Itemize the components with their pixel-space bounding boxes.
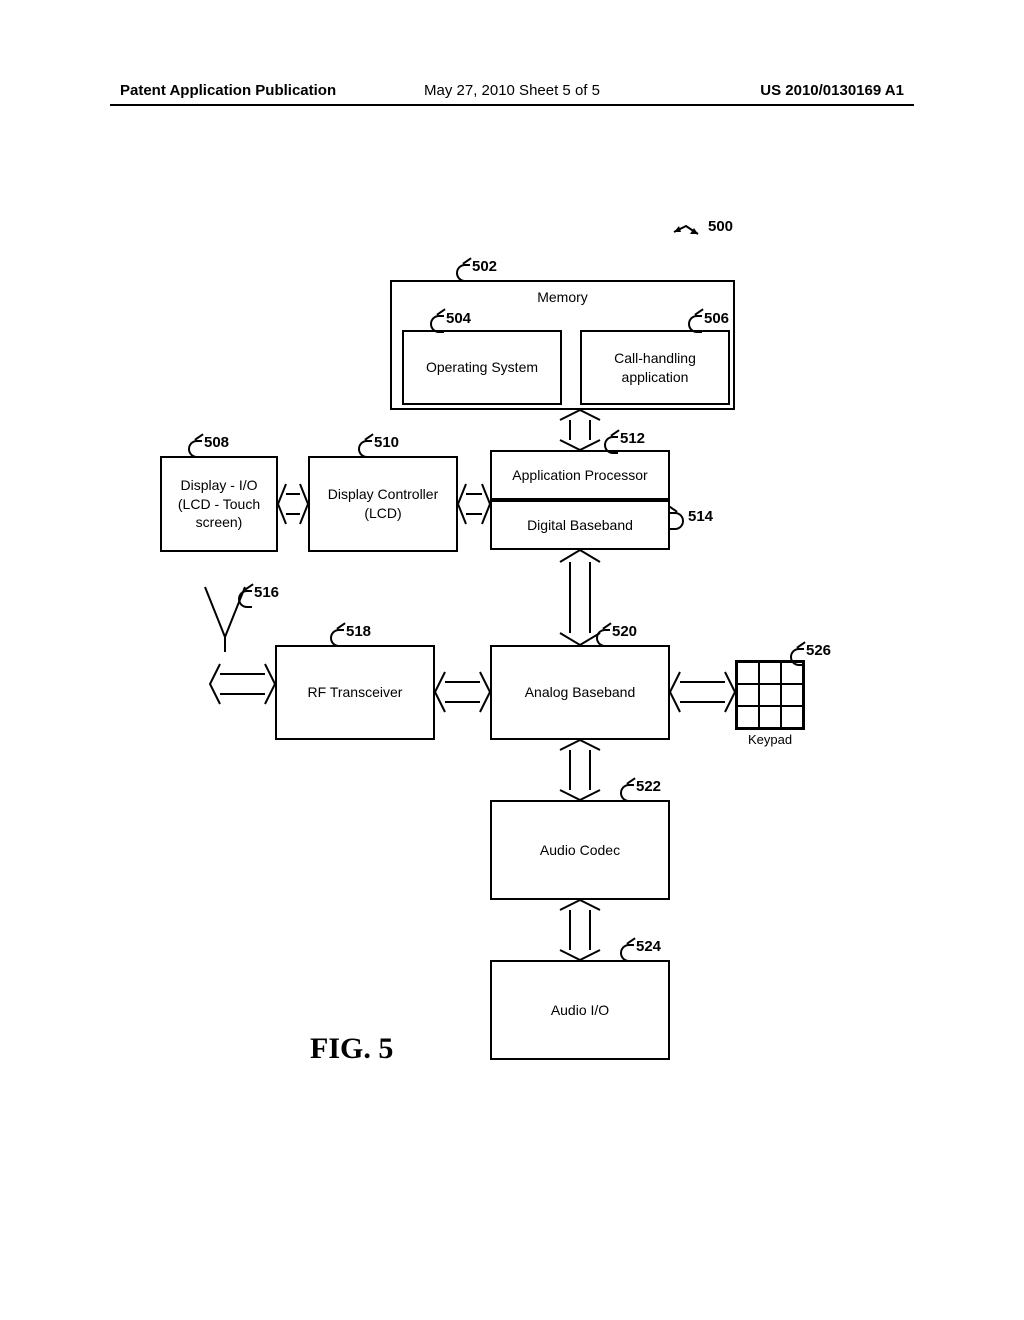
arrow-memory-approc — [555, 410, 605, 450]
audio-io-label: Audio I/O — [551, 1001, 609, 1020]
tick-526 — [790, 648, 804, 666]
call-app-label: Call-handling application — [614, 349, 696, 387]
ref-510: 510 — [374, 434, 399, 451]
arrow-rf-analogbb — [435, 668, 490, 716]
os-box: Operating System — [402, 330, 562, 405]
ref-516: 516 — [254, 584, 279, 601]
keypad-box: Keypad — [735, 660, 805, 747]
memory-label: Memory — [537, 288, 588, 307]
analog-bb-label: Analog Baseband — [525, 683, 636, 702]
ref-520: 520 — [612, 623, 637, 640]
display-ctrl-box: Display Controller (LCD) — [308, 456, 458, 552]
digital-bb-box: Digital Baseband — [490, 500, 670, 550]
arrow-analogbb-keypad — [670, 668, 735, 716]
arrow-codec-audioio — [555, 900, 605, 960]
arrow-analogbb-codec — [555, 740, 605, 800]
ref-512: 512 — [620, 430, 645, 447]
digital-bb-label: Digital Baseband — [527, 516, 633, 535]
display-io-box: Display - I/O (LCD - Touch screen) — [160, 456, 278, 552]
figure-5-diagram: 500 Memory 502 Operating System 504 Call… — [0, 120, 1024, 1320]
header-date-sheet: May 27, 2010 Sheet 5 of 5 — [381, 82, 642, 99]
display-io-label: Display - I/O (LCD - Touch screen) — [178, 476, 260, 533]
tick-514 — [670, 512, 684, 530]
tick-508 — [188, 440, 202, 458]
tick-516 — [238, 590, 252, 608]
ref-518: 518 — [346, 623, 371, 640]
ref-500: 500 — [708, 218, 733, 235]
ref-522: 522 — [636, 778, 661, 795]
ref-524: 524 — [636, 938, 661, 955]
arrow-dispctrl-proc — [458, 480, 490, 528]
arrow-ant-rf — [210, 660, 275, 708]
ref-502: 502 — [472, 258, 497, 275]
analog-bb-box: Analog Baseband — [490, 645, 670, 740]
display-ctrl-label: Display Controller (LCD) — [328, 485, 438, 523]
header-rule — [110, 104, 914, 106]
tick-504 — [430, 315, 444, 333]
sys-ref-arrow — [672, 220, 702, 240]
page-header: Patent Application Publication May 27, 2… — [0, 82, 1024, 99]
audio-io-box: Audio I/O — [490, 960, 670, 1060]
keypad-label: Keypad — [735, 732, 805, 747]
keypad-grid-icon — [735, 660, 805, 730]
tick-522 — [620, 784, 634, 802]
arrow-disp-dispctrl — [278, 480, 308, 528]
tick-512 — [604, 436, 618, 454]
app-processor-label: Application Processor — [512, 466, 647, 485]
ref-514: 514 — [688, 508, 713, 525]
tick-510 — [358, 440, 372, 458]
rf-tx-box: RF Transceiver — [275, 645, 435, 740]
figure-label: FIG. 5 — [310, 1032, 393, 1066]
tick-518 — [330, 629, 344, 647]
app-processor-box: Application Processor — [490, 450, 670, 500]
tick-502 — [456, 264, 470, 282]
rf-tx-label: RF Transceiver — [308, 683, 403, 702]
os-label: Operating System — [426, 358, 538, 377]
ref-504: 504 — [446, 310, 471, 327]
ref-506: 506 — [704, 310, 729, 327]
tick-506 — [688, 315, 702, 333]
tick-524 — [620, 944, 634, 962]
ref-526: 526 — [806, 642, 831, 659]
ref-508: 508 — [204, 434, 229, 451]
call-app-box: Call-handling application — [580, 330, 730, 405]
arrow-digbb-analogbb — [555, 550, 605, 645]
audio-codec-label: Audio Codec — [540, 841, 620, 860]
audio-codec-box: Audio Codec — [490, 800, 670, 900]
header-pub-number: US 2010/0130169 A1 — [643, 82, 904, 99]
header-publication: Patent Application Publication — [120, 82, 381, 99]
